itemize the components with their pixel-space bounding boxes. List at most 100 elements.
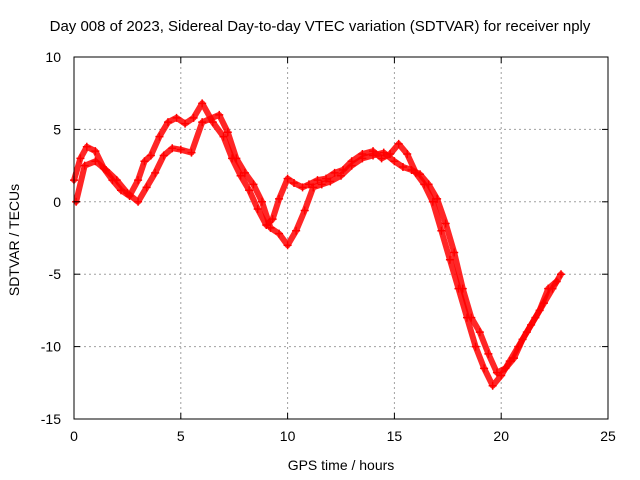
data-point	[245, 186, 254, 195]
x-tick-label: 15	[387, 428, 403, 444]
data-point	[102, 165, 111, 174]
data-point	[253, 205, 262, 214]
data-point	[369, 151, 378, 160]
data-point	[450, 248, 459, 257]
data-point	[527, 320, 536, 329]
data-point	[407, 165, 416, 174]
series-2	[72, 110, 561, 377]
data-point	[552, 277, 561, 286]
data-point	[501, 364, 510, 373]
x-axis-label: GPS time / hours	[287, 457, 395, 473]
data-point	[223, 128, 232, 137]
data-point	[309, 183, 318, 192]
data-point	[326, 177, 335, 186]
data-point	[163, 118, 172, 127]
data-point	[134, 176, 143, 185]
y-tick-label: -15	[41, 411, 61, 427]
data-point	[159, 151, 168, 160]
plot-frame	[73, 56, 609, 420]
data-point	[304, 180, 313, 189]
chart-title: Day 008 of 2023, Sidereal Day-to-day VTE…	[49, 18, 591, 35]
data-point	[458, 284, 467, 293]
data-point	[475, 328, 484, 337]
data-point	[275, 194, 284, 203]
data-point	[257, 197, 266, 206]
data-point	[172, 113, 181, 122]
data-point	[181, 119, 190, 128]
data-point	[283, 174, 292, 183]
data-point	[358, 154, 367, 163]
data-point	[416, 170, 425, 179]
y-tick-label: -10	[41, 339, 61, 355]
y-tick-label: 5	[53, 121, 61, 137]
data-point	[480, 364, 489, 373]
data-point	[298, 183, 307, 192]
data-point	[379, 148, 388, 157]
y-tick-label: -5	[49, 266, 62, 282]
data-point	[112, 176, 121, 185]
y-tick-label: 10	[45, 49, 61, 65]
data-point	[249, 180, 258, 189]
x-tick-label: 10	[280, 428, 296, 444]
data-point	[236, 171, 245, 180]
series-line	[73, 111, 560, 376]
data-point	[76, 154, 85, 163]
data-point	[510, 354, 519, 363]
x-tick-label: 25	[600, 428, 616, 444]
data-point	[168, 144, 177, 153]
data-point	[347, 161, 356, 170]
data-point	[535, 306, 544, 315]
series-line	[71, 100, 564, 389]
data-point	[80, 161, 89, 170]
data-point	[134, 197, 143, 206]
data-point	[82, 142, 91, 151]
data-point	[142, 183, 151, 192]
x-tick-label: 0	[70, 428, 78, 444]
data-point	[275, 229, 284, 238]
data-point	[292, 226, 301, 235]
data-point	[437, 226, 446, 235]
tick-marks	[73, 56, 609, 420]
data-point	[390, 157, 399, 166]
y-tick-label: 0	[53, 194, 61, 210]
data-point	[467, 313, 476, 322]
data-point	[266, 223, 275, 232]
data-point	[433, 194, 442, 203]
data-point	[492, 368, 501, 377]
data-point	[215, 110, 224, 119]
grid-lines	[74, 57, 608, 419]
data-point	[488, 381, 497, 390]
data-point	[198, 99, 207, 108]
data-point	[232, 154, 241, 163]
data-point	[317, 180, 326, 189]
data-point	[151, 168, 160, 177]
x-tick-label: 20	[493, 428, 509, 444]
data-point	[330, 168, 339, 177]
data-series	[70, 99, 566, 390]
data-point	[155, 132, 164, 141]
data-point	[441, 219, 450, 228]
data-point	[424, 180, 433, 189]
data-point	[445, 255, 454, 264]
data-point	[403, 150, 412, 159]
data-point	[187, 148, 196, 157]
data-point	[140, 157, 149, 166]
data-point	[240, 168, 249, 177]
data-point	[146, 151, 155, 160]
tick-labels: 0 5 10 15 20 25 -15 -10 -5 0 5 10	[41, 49, 616, 444]
data-point	[198, 118, 207, 127]
data-point	[544, 284, 553, 293]
data-point	[398, 163, 407, 172]
data-point	[189, 113, 198, 122]
data-point	[394, 139, 403, 148]
data-point	[91, 147, 100, 156]
data-point	[123, 189, 132, 198]
data-point	[176, 145, 185, 154]
data-point	[300, 206, 309, 215]
y-axis-label: SDTVAR / TECUs	[6, 183, 22, 297]
data-point	[471, 342, 480, 351]
data-point	[484, 349, 493, 358]
data-point	[290, 178, 299, 187]
x-tick-label: 5	[177, 428, 185, 444]
